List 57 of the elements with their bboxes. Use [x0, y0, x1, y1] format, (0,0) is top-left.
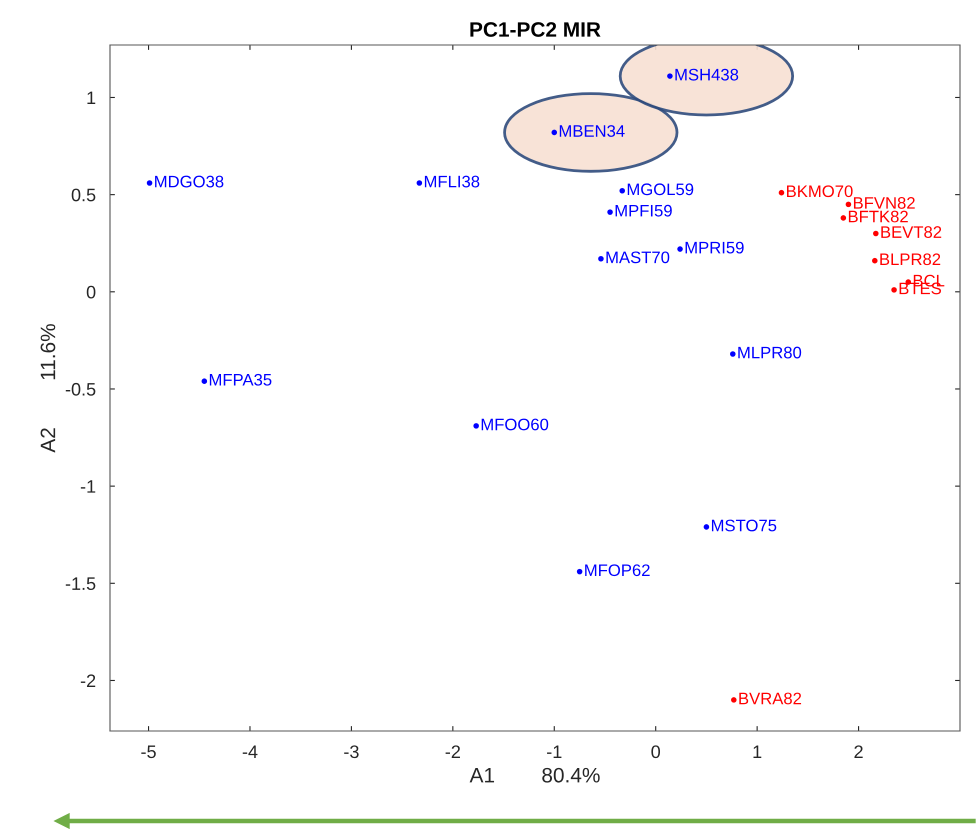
x-tick-label: 2: [854, 745, 863, 758]
data-label: BKMO70: [787, 185, 853, 198]
point: [731, 697, 737, 703]
data-label: MGOL59: [628, 183, 694, 196]
point: [551, 130, 558, 136]
y-tick-label: 0.5: [72, 188, 96, 202]
point: [416, 180, 422, 186]
point: [576, 568, 582, 574]
x-tick-label: -5: [141, 746, 156, 758]
point: [891, 287, 897, 293]
x-tick-label: -2: [446, 745, 460, 758]
point: [667, 73, 673, 79]
x-tick-label: 1: [753, 746, 762, 758]
y-tick-label: -1: [80, 480, 96, 493]
data-label: MBEN34: [560, 125, 625, 137]
y-axis-title: A2 11.6%: [40, 324, 56, 453]
y-tick-label: -2: [80, 674, 96, 688]
y-tick-label: -1.5: [66, 577, 96, 590]
y-tick-label: 0: [86, 286, 96, 299]
point: [778, 190, 784, 196]
point: [473, 423, 479, 429]
point: [846, 202, 852, 208]
point: [730, 351, 736, 357]
point: [704, 524, 710, 530]
y-tick-label: 1: [87, 92, 96, 104]
point: [677, 246, 683, 252]
data-label: MFOO60: [482, 418, 548, 430]
x-tick-label: -3: [344, 745, 359, 758]
data-label: MFPA35: [210, 374, 272, 386]
point: [202, 378, 208, 384]
data-label: BFTK82: [848, 210, 908, 222]
data-label: MFOP62: [585, 564, 650, 576]
point: [619, 188, 626, 194]
data-label: BFVN82: [854, 197, 915, 209]
data-label: MFLI38: [424, 176, 480, 188]
data-label: BLPR82: [880, 253, 940, 266]
point: [146, 180, 152, 186]
data-label: MSH438: [675, 68, 738, 81]
y-tick-label: -0.5: [66, 382, 96, 396]
data-label: MLPR80: [738, 346, 802, 358]
data-label: MPRI59: [686, 242, 744, 254]
x-axis-title: A1 80.4%: [470, 768, 600, 783]
data-label: BVRA82: [739, 692, 802, 704]
x-tick-label: 0: [651, 745, 660, 758]
chart-title: PC1-PC2 MIR: [470, 22, 601, 37]
data-label: MAST70: [606, 251, 670, 264]
point: [840, 215, 846, 221]
x-tick-label: -1: [547, 746, 562, 758]
point: [872, 258, 878, 264]
data-label: MPFI59: [616, 204, 672, 217]
x-tick-label: -4: [242, 746, 258, 758]
data-label: MSTO75: [712, 520, 776, 532]
point: [598, 256, 604, 262]
point: [607, 209, 613, 215]
data-label: BEVT82: [881, 226, 942, 238]
point: [873, 230, 879, 236]
data-label: MDGO38: [155, 176, 224, 188]
